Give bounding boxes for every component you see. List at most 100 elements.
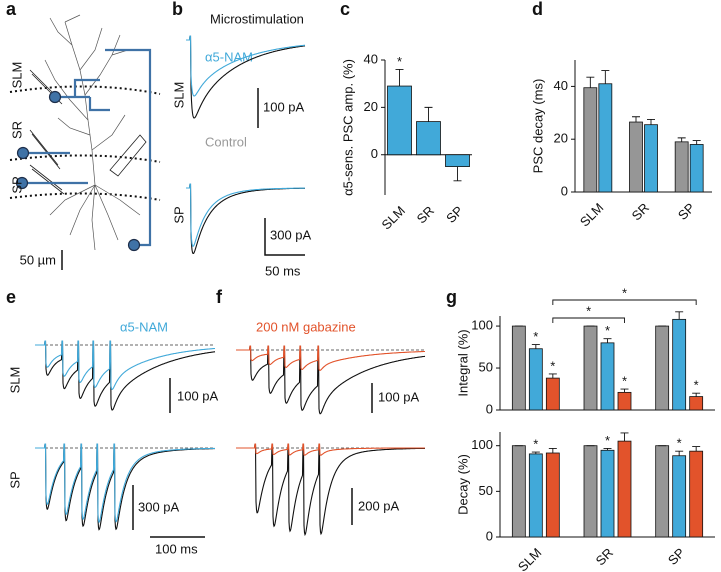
bar: [445, 154, 470, 167]
significance-star: *: [397, 54, 402, 69]
error-bar: [677, 137, 686, 142]
y-tick-label: 0: [486, 401, 493, 416]
row-label: SLM: [7, 367, 22, 394]
panel-title: Microstimulation: [210, 11, 304, 26]
neuron-schematic: [9, 14, 161, 270]
significance-star: *: [550, 358, 555, 373]
bar: [689, 144, 704, 193]
y-tick-label: 20: [554, 131, 568, 146]
control-label: Control: [205, 134, 247, 149]
bar: [674, 141, 689, 193]
error-bar: [620, 432, 629, 442]
panel-label: e: [6, 287, 16, 307]
bar: [689, 450, 704, 538]
bar: [545, 377, 560, 411]
bar: [511, 445, 526, 538]
scale-label: 100 pA: [378, 389, 420, 404]
error-bar: [424, 106, 433, 122]
layer-label: SR: [9, 121, 24, 139]
x-tick-label: SP: [675, 200, 698, 223]
scale-label: 300 pA: [138, 499, 180, 514]
panel-label: c: [340, 0, 350, 19]
significance-star: *: [533, 437, 538, 452]
x-tick-label: SR: [593, 545, 616, 568]
trace: [236, 345, 426, 415]
y-tick-label: 40: [554, 78, 568, 93]
bar: [511, 325, 526, 411]
panel-label: f: [216, 287, 223, 307]
y-tick-label: 20: [364, 99, 378, 114]
y-axis-label: α5-sens. PSC amp. (%): [340, 59, 355, 196]
significance-star: *: [694, 378, 699, 393]
x-tick-label: SLM: [515, 545, 545, 572]
y-axis-label: Decay (%): [455, 454, 470, 515]
x-tick-label: SLM: [577, 200, 607, 230]
bar: [598, 83, 613, 193]
x-tick-label: SR: [414, 203, 437, 226]
error-bar: [620, 388, 629, 393]
x-tick-label: SR: [629, 200, 652, 223]
significance-star: *: [605, 323, 610, 338]
bar: [387, 85, 412, 156]
scale-label: 100 pA: [177, 388, 219, 403]
bar: [672, 455, 687, 538]
drug-label: 200 nM gabazine: [256, 319, 356, 334]
error-bar: [586, 76, 595, 88]
bar: [600, 449, 615, 538]
panel-label: d: [532, 0, 543, 19]
row-label: SLM: [171, 82, 186, 109]
error-bar: [531, 451, 540, 454]
error-bar: [692, 140, 701, 145]
error-bar: [692, 392, 701, 397]
bar: [629, 121, 643, 193]
bar: [617, 391, 632, 411]
bracket: [552, 299, 697, 305]
bar: [583, 87, 598, 193]
x-tick-label: SLM: [379, 203, 409, 233]
error-bar: [548, 373, 557, 379]
bracket: [552, 317, 625, 323]
x-tick-label: SP: [665, 545, 688, 568]
error-bar: [601, 70, 610, 84]
y-tick-label: 0: [371, 146, 378, 161]
error-bar: [531, 344, 540, 349]
scale-bar: [351, 383, 373, 525]
bracket-star: *: [586, 303, 591, 318]
row-label: SP: [171, 206, 186, 223]
scale-bar: [257, 88, 305, 256]
y-tick-label: 0: [561, 183, 568, 198]
y-tick-label: 0: [486, 528, 493, 543]
error-bar: [603, 447, 612, 451]
error-bar: [603, 338, 612, 343]
bar: [528, 348, 543, 411]
error-bar: [692, 446, 701, 452]
y-tick-label: 50: [479, 483, 493, 498]
error-bar: [548, 447, 557, 453]
bracket-star: *: [622, 285, 627, 300]
error-bar: [675, 450, 684, 456]
drug-label: α5-NAM: [205, 49, 253, 64]
layer-label: SLM: [9, 62, 24, 89]
error-bar: [647, 118, 655, 125]
bar: [528, 453, 543, 538]
panel-label: b: [172, 0, 183, 19]
error-bar: [453, 166, 462, 182]
bar: [655, 325, 670, 411]
scale-bar: [132, 378, 205, 538]
scale-label: 100 ms: [155, 541, 198, 556]
bar: [617, 440, 632, 538]
panel-label: a: [6, 0, 17, 19]
panel-label: g: [446, 287, 457, 307]
scale-label: 50 µm: [20, 252, 56, 267]
scale-label: 100 pA: [263, 99, 305, 114]
y-tick-label: 40: [364, 51, 378, 66]
scale-label: 200 pA: [358, 498, 400, 513]
bar: [655, 445, 670, 538]
scale-label: 50 ms: [265, 263, 301, 278]
layer-label: SP: [9, 176, 24, 193]
drug-label: α5-NAM: [120, 319, 168, 334]
trace: [236, 443, 425, 456]
significance-star: *: [605, 433, 610, 448]
trace: [35, 443, 215, 524]
